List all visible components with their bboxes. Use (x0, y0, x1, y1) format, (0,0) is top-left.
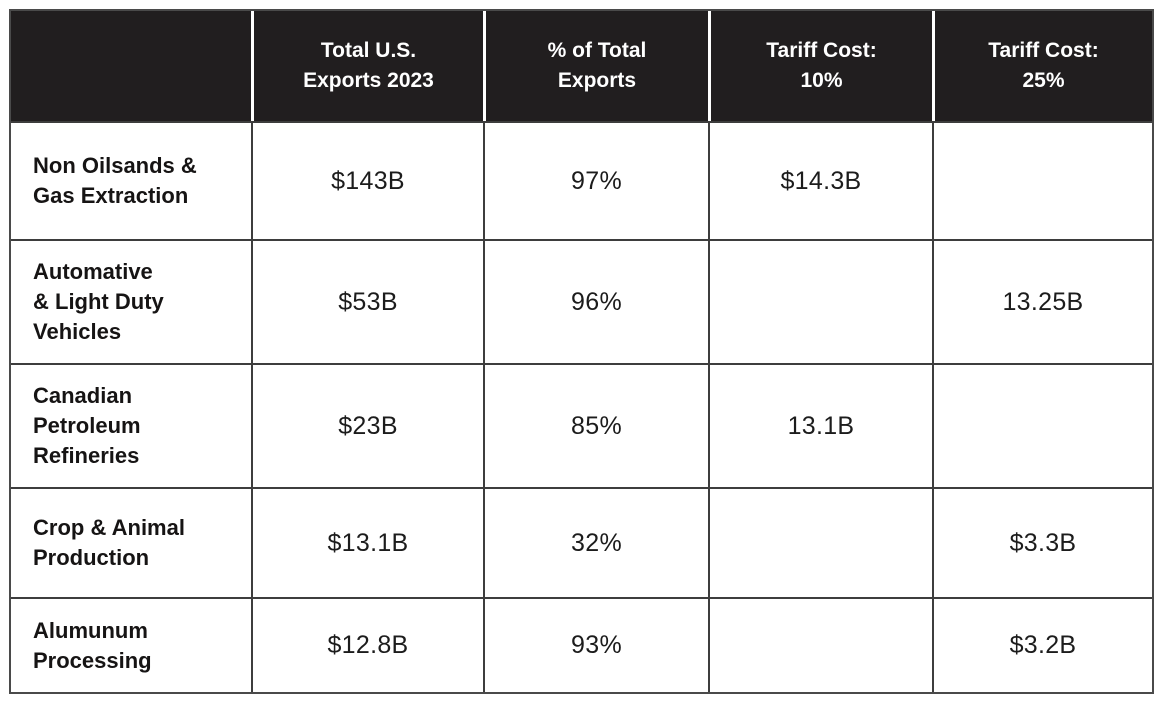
cell-pct-of-total: 32% (483, 487, 708, 597)
cell-pct-of-total: 85% (483, 363, 708, 487)
cell-tariff-25: $3.2B (932, 597, 1152, 692)
column-header-tariff-cost-10: Tariff Cost: 10% (708, 11, 932, 121)
tariff-cost-table: Total U.S. Exports 2023 % of Total Expor… (9, 9, 1154, 694)
cell-tariff-10 (708, 239, 932, 363)
cell-pct-of-total: 97% (483, 121, 708, 239)
column-header-tariff-cost-25: Tariff Cost: 25% (932, 11, 1152, 121)
cell-tariff-25 (932, 121, 1152, 239)
cell-pct-of-total: 96% (483, 239, 708, 363)
row-label-alumunum-processing: Alumunum Processing (11, 597, 251, 692)
cell-tariff-25: $3.3B (932, 487, 1152, 597)
cell-total-exports: $12.8B (251, 597, 483, 692)
row-label-canadian-petroleum-refineries: Canadian Petroleum Refineries (11, 363, 251, 487)
cell-total-exports: $23B (251, 363, 483, 487)
row-label-non-oilsands-gas-extraction: Non Oilsands & Gas Extraction (11, 121, 251, 239)
cell-tariff-25: 13.25B (932, 239, 1152, 363)
row-label-automative-light-duty-vehicles: Automative & Light Duty Vehicles (11, 239, 251, 363)
row-label-crop-animal-production: Crop & Animal Production (11, 487, 251, 597)
cell-total-exports: $53B (251, 239, 483, 363)
column-header-total-us-exports: Total U.S. Exports 2023 (251, 11, 483, 121)
cell-tariff-25 (932, 363, 1152, 487)
cell-total-exports: $143B (251, 121, 483, 239)
cell-tariff-10: 13.1B (708, 363, 932, 487)
column-header-pct-of-total-exports: % of Total Exports (483, 11, 708, 121)
cell-pct-of-total: 93% (483, 597, 708, 692)
cell-total-exports: $13.1B (251, 487, 483, 597)
column-header-blank (11, 11, 251, 121)
cell-tariff-10 (708, 487, 932, 597)
cell-tariff-10 (708, 597, 932, 692)
cell-tariff-10: $14.3B (708, 121, 932, 239)
